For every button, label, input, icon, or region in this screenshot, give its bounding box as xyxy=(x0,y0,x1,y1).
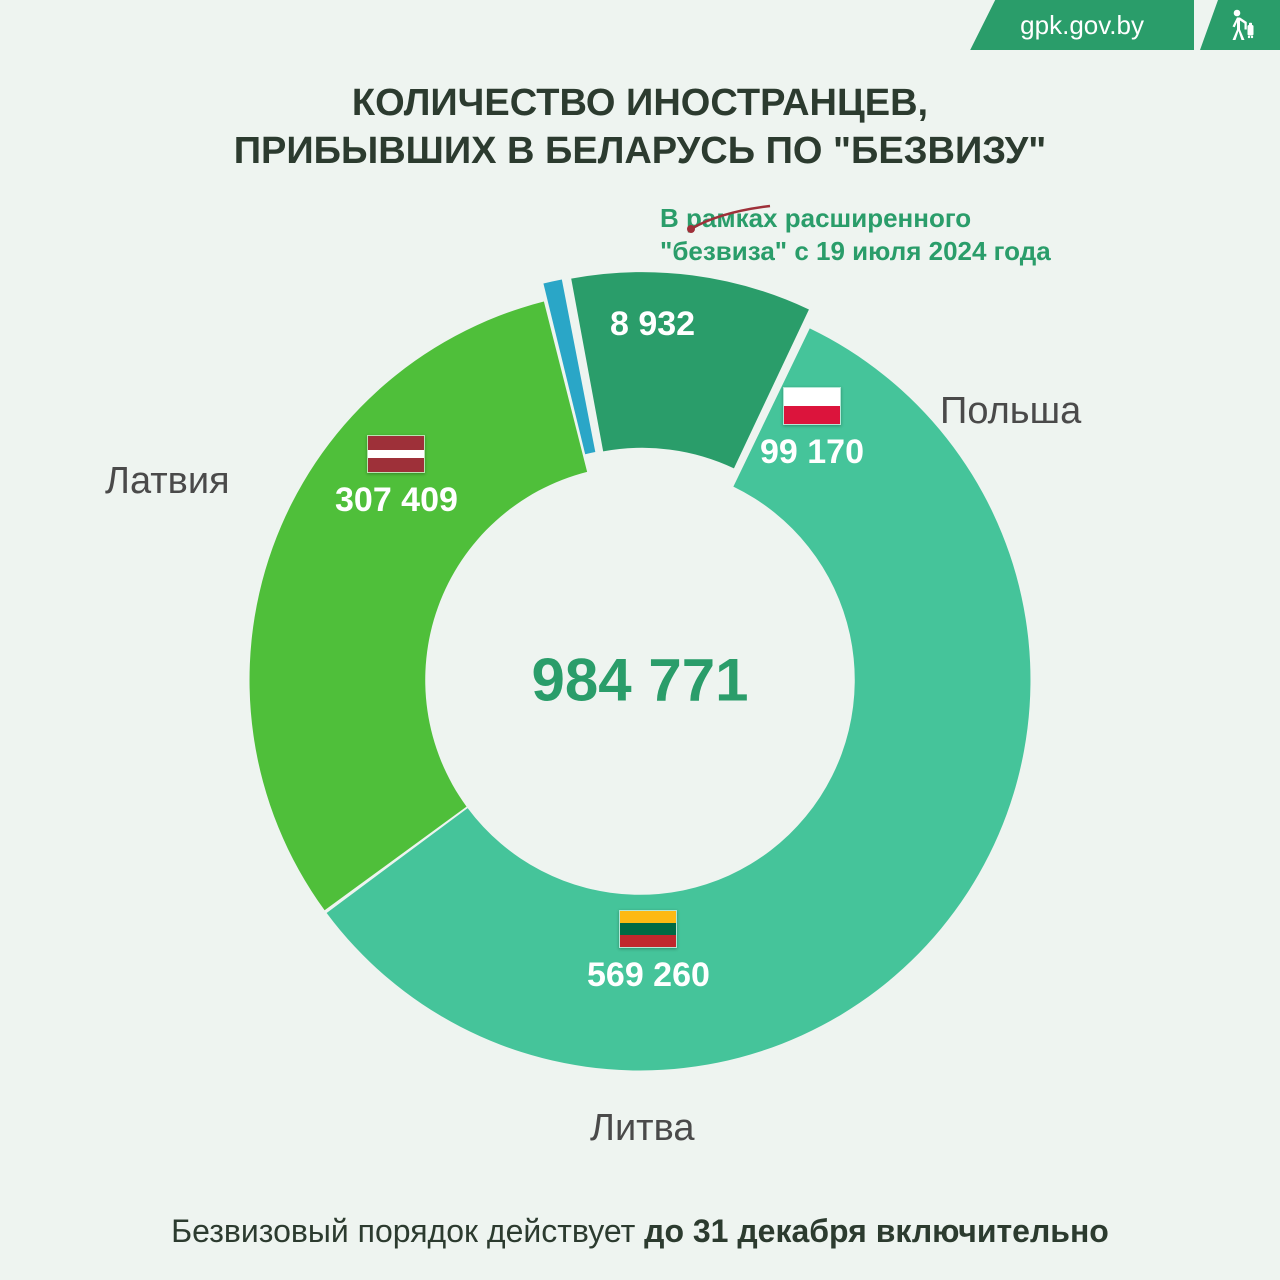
country-lithuania: Литва xyxy=(590,1107,694,1150)
value-extended: 8 932 xyxy=(610,305,695,344)
flag-lithuania xyxy=(619,910,677,948)
label-latvia: 307 409 xyxy=(335,435,458,520)
label-extended: 8 932 xyxy=(610,305,695,344)
label-lithuania: 569 260 xyxy=(587,910,710,995)
country-latvia: Латвия xyxy=(105,460,230,503)
value-poland: 99 170 xyxy=(760,433,864,472)
title-line-2: ПРИБЫВШИХ В БЕЛАРУСЬ ПО "БЕЗВИЗУ" xyxy=(0,128,1280,176)
label-poland: 99 170 xyxy=(760,387,864,472)
callout-leader xyxy=(230,200,1050,400)
footer-note: Безвизовый порядок действует до 31 декаб… xyxy=(0,1213,1280,1250)
header-bar: gpk.gov.by xyxy=(970,0,1280,50)
value-latvia: 307 409 xyxy=(335,481,458,520)
traveler-icon xyxy=(1200,0,1280,50)
footer-prefix: Безвизовый порядок действует xyxy=(171,1213,644,1249)
footer-bold: до 31 декабря включительно xyxy=(644,1213,1109,1249)
donut-chart: 984 771 8 932 99 170 569 260 307 409 xyxy=(230,270,1050,1090)
flag-poland xyxy=(783,387,841,425)
site-link[interactable]: gpk.gov.by xyxy=(970,0,1194,50)
value-lithuania: 569 260 xyxy=(587,956,710,995)
flag-latvia xyxy=(367,435,425,473)
title-line-1: КОЛИЧЕСТВО ИНОСТРАНЦЕВ, xyxy=(0,80,1280,128)
total-value: 984 771 xyxy=(532,646,749,715)
page-title: КОЛИЧЕСТВО ИНОСТРАНЦЕВ, ПРИБЫВШИХ В БЕЛА… xyxy=(0,80,1280,175)
country-poland: Польша xyxy=(940,390,1081,433)
